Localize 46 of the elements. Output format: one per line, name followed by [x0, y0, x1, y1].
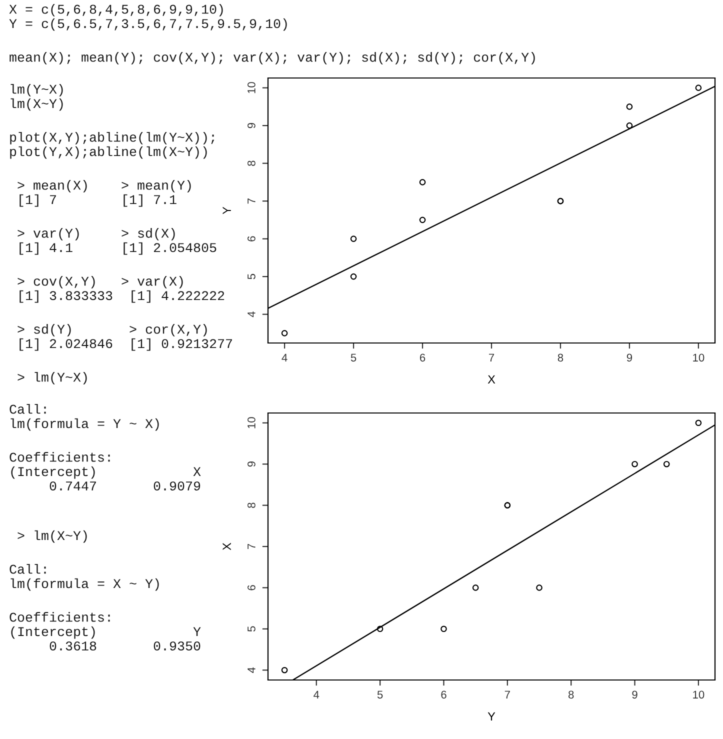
y-tick-label: 10: [248, 82, 256, 94]
x-tick-label: 6: [441, 690, 446, 699]
text: Coefficients: (Intercept) X 0.7447 0.9079: [10, 452, 201, 491]
x-tick-label: 6: [420, 354, 426, 362]
text: X = c(5,6,8,4,5,8,6,9,9,10) Y = c(5,6.5,7,3.5,6,7,7.5,9.5,9,10): [9, 4, 287, 31]
x-axis-title: X: [488, 375, 496, 384]
x-tick-label: 8: [568, 690, 574, 699]
y-tick-label: 9: [248, 123, 256, 128]
text: > sd(Y) > cor(X,Y) [1] 2.024846 [1] 0.9213277: [18, 324, 232, 351]
y-tick-label: 5: [248, 274, 256, 280]
y-tick-label: 4: [248, 312, 256, 318]
text: Coefficients: (Intercept) Y 0.3618 0.9350: [10, 612, 201, 651]
text: mean(X); mean(Y); cov(X,Y); var(X); var(Y); sd(X); sd(Y); cor(X,Y): [10, 52, 535, 64]
x-tick-label: 7: [504, 690, 510, 698]
text: lm(Y~X) lm(X~Y): [10, 84, 63, 111]
y-tick-label: 7: [248, 544, 256, 550]
y-tick-label: 8: [248, 160, 256, 166]
y-tick-label: 10: [248, 417, 256, 428]
x-tick-label: 4: [282, 354, 288, 362]
text: Call: lm(formula = X ~ Y): [10, 564, 159, 591]
text: plot(X,Y);abline(lm(Y~X)); plot(Y,X);abline(lm(X~Y)): [10, 132, 214, 159]
x-tick-label: 4: [314, 690, 320, 698]
y-axis-title: Y: [222, 206, 231, 214]
y-tick-label: 7: [248, 198, 256, 204]
x-tick-label: 8: [558, 354, 564, 362]
y-axis-title: X: [222, 542, 231, 550]
text: > cov(X,Y) > var(X) [1] 3.833333 [1] 4.222222: [18, 276, 224, 303]
y-tick-label: 6: [248, 236, 256, 242]
text: > lm(Y~X): [18, 372, 87, 384]
y-tick-label: 4: [248, 667, 256, 673]
x-tick-label: 5: [377, 690, 383, 699]
y-tick-label: 8: [248, 502, 256, 508]
y-tick-label: 9: [248, 462, 256, 467]
x-tick-label: 7: [488, 354, 494, 362]
text: > var(Y) > sd(X) [1] 4.1 [1] 2.054805: [18, 228, 216, 255]
text: > lm(X~Y): [18, 530, 87, 543]
text: > mean(X) > mean(Y) [1] 7 [1] 7.1: [18, 180, 191, 207]
x-tick-label: 10: [693, 690, 704, 699]
x-tick-label: 5: [350, 354, 356, 362]
y-tick-label: 5: [248, 626, 256, 632]
text: Call: lm(formula = Y ~ X): [10, 404, 159, 431]
x-tick-label: 9: [626, 354, 632, 362]
x-tick-label: 9: [632, 690, 638, 699]
x-axis-title: Y: [488, 712, 496, 720]
x-tick-label: 10: [693, 354, 704, 362]
y-tick-label: 6: [248, 585, 256, 590]
